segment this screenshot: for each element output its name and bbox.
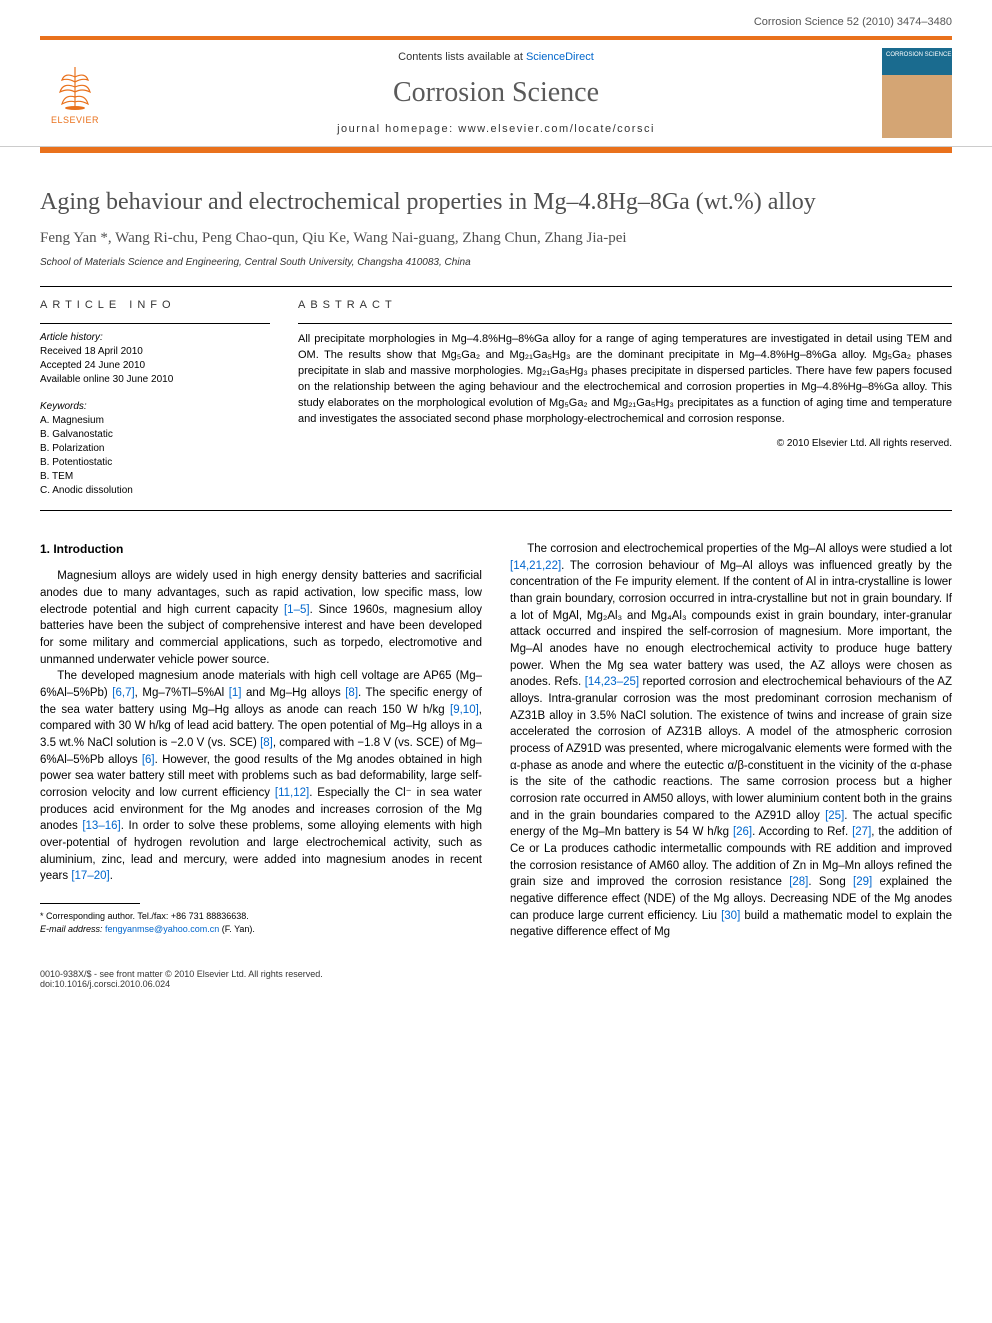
- ref-link[interactable]: [26]: [733, 826, 752, 838]
- text-run: . According to Ref.: [752, 826, 852, 838]
- ref-link[interactable]: [29]: [853, 876, 872, 888]
- info-abstract-row: ARTICLE INFO Article history: Received 1…: [40, 286, 952, 511]
- ref-link[interactable]: [1]: [229, 687, 242, 699]
- keyword-item: B. TEM: [40, 470, 270, 484]
- citation-header: Corrosion Science 52 (2010) 3474–3480: [0, 0, 992, 36]
- cover-thumb-title: CORROSION SCIENCE: [886, 52, 951, 58]
- article-info-label: ARTICLE INFO: [40, 299, 270, 311]
- cover-thumbnail: CORROSION SCIENCE: [882, 48, 952, 138]
- ref-link[interactable]: [17–20]: [71, 870, 109, 882]
- journal-banner: ELSEVIER Contents lists available at Sci…: [0, 40, 992, 147]
- homepage-prefix: journal homepage:: [337, 123, 458, 135]
- banner-center: Contents lists available at ScienceDirec…: [110, 51, 882, 135]
- abstract-label: ABSTRACT: [298, 299, 952, 311]
- intro-heading: 1. Introduction: [40, 541, 482, 558]
- keyword-item: C. Anodic dissolution: [40, 484, 270, 498]
- ref-link[interactable]: [6,7]: [112, 687, 134, 699]
- journal-homepage: journal homepage: www.elsevier.com/locat…: [110, 123, 882, 135]
- history-item: Received 18 April 2010: [40, 345, 270, 359]
- text-run: and Mg–Hg alloys: [242, 687, 346, 699]
- keyword-item: B. Galvanostatic: [40, 428, 270, 442]
- email-attribution: (F. Yan).: [219, 924, 255, 934]
- column-right: The corrosion and electrochemical proper…: [510, 541, 952, 941]
- text-run: .: [110, 870, 113, 882]
- elsevier-label: ELSEVIER: [51, 115, 99, 125]
- abstract-text: All precipitate morphologies in Mg–4.8%H…: [298, 332, 952, 428]
- text-run: reported corrosion and electrochemical b…: [510, 676, 952, 821]
- ref-link[interactable]: [8]: [345, 687, 358, 699]
- ref-link[interactable]: [28]: [789, 876, 808, 888]
- email-label: E-mail address:: [40, 924, 105, 934]
- keyword-item: B. Polarization: [40, 442, 270, 456]
- ref-link[interactable]: [30]: [721, 910, 740, 922]
- email-link[interactable]: fengyanmse@yahoo.com.cn: [105, 924, 219, 934]
- abstract-copyright: © 2010 Elsevier Ltd. All rights reserved…: [298, 438, 952, 449]
- text-run: . Song: [808, 876, 853, 888]
- ref-link[interactable]: [27]: [852, 826, 871, 838]
- homepage-url[interactable]: www.elsevier.com/locate/corsci: [458, 123, 655, 135]
- ref-link[interactable]: [11,12]: [275, 787, 309, 799]
- text-run: The corrosion and electrochemical proper…: [527, 543, 952, 555]
- contents-list-line: Contents lists available at ScienceDirec…: [110, 51, 882, 63]
- history-label: Article history:: [40, 332, 270, 343]
- email-footnote: E-mail address: fengyanmse@yahoo.com.cn …: [40, 923, 482, 936]
- intro-paragraph-2: The developed magnesium anode materials …: [40, 668, 482, 885]
- column-left: 1. Introduction Magnesium alloys are wid…: [40, 541, 482, 941]
- keywords-label: Keywords:: [40, 401, 270, 412]
- ref-link[interactable]: [1–5]: [284, 604, 310, 616]
- history-item: Accepted 24 June 2010: [40, 359, 270, 373]
- article-title: Aging behaviour and electrochemical prop…: [0, 153, 992, 230]
- keyword-item: A. Magnesium: [40, 414, 270, 428]
- elsevier-logo: ELSEVIER: [40, 53, 110, 133]
- ref-link[interactable]: [14,23–25]: [585, 676, 639, 688]
- ref-link[interactable]: [14,21,22]: [510, 560, 561, 572]
- info-divider: [40, 323, 270, 324]
- ref-link[interactable]: [8]: [260, 737, 273, 749]
- footer-left: 0010-938X/$ - see front matter © 2010 El…: [40, 969, 323, 989]
- body-columns: 1. Introduction Magnesium alloys are wid…: [0, 511, 992, 961]
- text-run: , Mg–7%Tl–5%Al: [135, 687, 229, 699]
- contents-prefix: Contents lists available at: [398, 51, 526, 63]
- ref-link[interactable]: [9,10]: [450, 704, 479, 716]
- abstract: ABSTRACT All precipitate morphologies in…: [298, 299, 952, 498]
- intro-paragraph-3: The corrosion and electrochemical proper…: [510, 541, 952, 941]
- affiliation: School of Materials Science and Engineer…: [0, 257, 992, 286]
- abstract-divider: [298, 323, 952, 324]
- journal-name: Corrosion Science: [110, 77, 882, 109]
- intro-paragraph-1: Magnesium alloys are widely used in high…: [40, 568, 482, 668]
- authors-line: Feng Yan *, Wang Ri-chu, Peng Chao-qun, …: [0, 230, 992, 257]
- text-run: . The corrosion behaviour of Mg–Al alloy…: [510, 560, 952, 689]
- sciencedirect-link[interactable]: ScienceDirect: [526, 51, 594, 63]
- corresponding-author-footnote: * Corresponding author. Tel./fax: +86 73…: [40, 910, 482, 923]
- footnote-separator: [40, 903, 140, 904]
- history-item: Available online 30 June 2010: [40, 373, 270, 387]
- footer-doi: doi:10.1016/j.corsci.2010.06.024: [40, 979, 323, 989]
- elsevier-tree-icon: [50, 62, 100, 112]
- footer-copyright: 0010-938X/$ - see front matter © 2010 El…: [40, 969, 323, 979]
- page-footer: 0010-938X/$ - see front matter © 2010 El…: [0, 961, 992, 1009]
- ref-link[interactable]: [25]: [825, 810, 844, 822]
- ref-link[interactable]: [13–16]: [82, 820, 120, 832]
- article-info: ARTICLE INFO Article history: Received 1…: [40, 299, 270, 498]
- keyword-item: B. Potentiostatic: [40, 456, 270, 470]
- ref-link[interactable]: [6]: [142, 754, 155, 766]
